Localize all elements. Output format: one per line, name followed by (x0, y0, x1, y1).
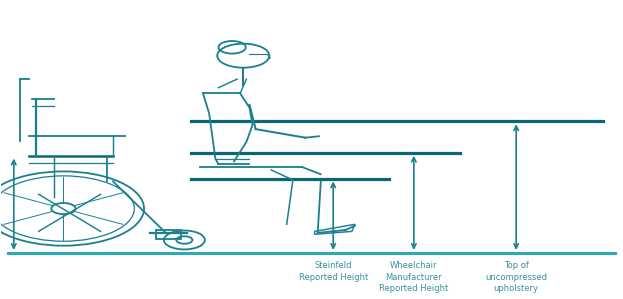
Text: Steinfeld
Reported Height: Steinfeld Reported Height (298, 261, 368, 282)
Text: Top of
uncompressed
upholstery: Top of uncompressed upholstery (485, 261, 547, 293)
Text: Wheelchair
Manufacturer
Reported Height: Wheelchair Manufacturer Reported Height (379, 261, 449, 293)
Bar (156, 230, 181, 239)
